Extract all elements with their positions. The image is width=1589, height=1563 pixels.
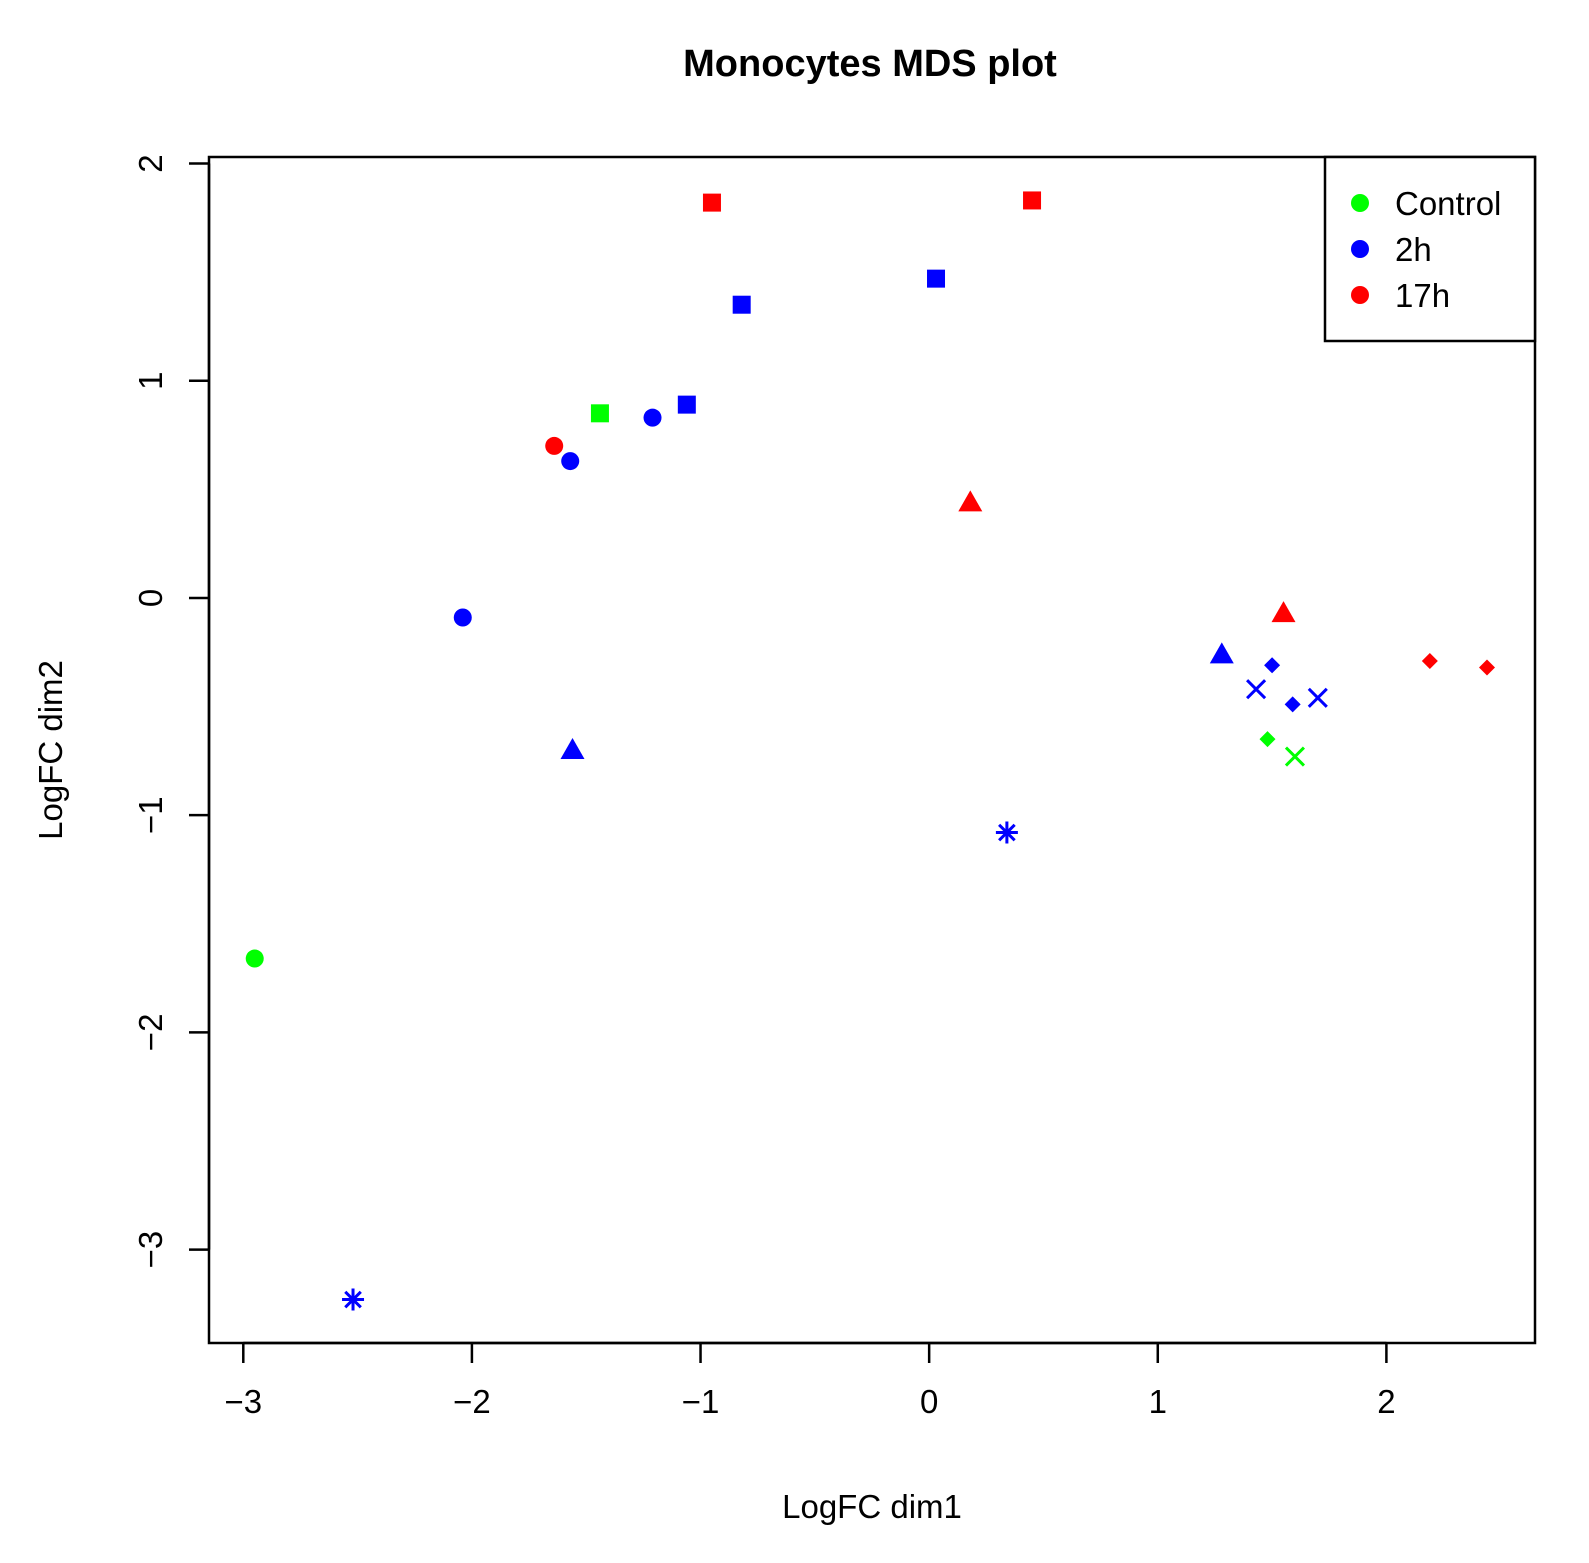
point-17h-square — [702, 193, 721, 212]
legend-marker-control — [1351, 194, 1369, 212]
x-tick-label: 0 — [920, 1383, 938, 1420]
point-17h-square — [1023, 191, 1042, 210]
point-17h-triangle — [1271, 601, 1296, 623]
point-17h-triangle — [958, 490, 983, 512]
legend-marker-17h — [1351, 286, 1369, 304]
chart-title: Monocytes MDS plot — [683, 43, 1057, 85]
x-tick-label: −1 — [682, 1383, 720, 1420]
legend: Control 2h 17h — [1323, 155, 1537, 343]
point-control-cross — [1284, 746, 1306, 767]
x-tick-label: −2 — [453, 1383, 491, 1420]
y-tick-label: −2 — [132, 1014, 169, 1052]
data-points — [245, 191, 1495, 1311]
y-axis-label: LogFC dim2 — [32, 660, 69, 840]
point-2h-triangle — [1209, 642, 1234, 664]
y-tick-label: −3 — [132, 1231, 169, 1269]
point-2h-square — [732, 295, 751, 314]
y-tick-label: 2 — [132, 154, 169, 172]
point-2h-diamond — [1264, 657, 1281, 674]
y-axis: −3 −2 −1 0 1 2 — [132, 154, 211, 1269]
legend-label-control: Control — [1395, 185, 1501, 222]
point-17h-diamond — [1421, 652, 1438, 669]
y-tick-label: 1 — [132, 372, 169, 390]
point-2h-asterisk — [342, 1288, 365, 1311]
point-2h-circle — [561, 452, 580, 471]
point-17h-diamond — [1478, 659, 1495, 676]
x-tick-label: −3 — [224, 1383, 262, 1420]
x-tick-label: 1 — [1149, 1383, 1167, 1420]
point-2h-asterisk — [995, 821, 1018, 844]
point-2h-circle — [643, 408, 662, 427]
point-2h-cross — [1246, 679, 1267, 700]
point-17h-circle — [545, 436, 564, 455]
x-axis: −3 −2 −1 0 1 2 — [224, 1341, 1396, 1420]
x-tick-label: 2 — [1377, 1383, 1395, 1420]
point-control-circle — [245, 949, 264, 968]
legend-label-17h: 17h — [1395, 277, 1450, 314]
point-2h-cross — [1307, 687, 1328, 708]
point-2h-diamond — [1284, 696, 1301, 713]
point-control-square — [590, 404, 609, 423]
legend-marker-2h — [1351, 240, 1369, 258]
point-2h-triangle — [560, 738, 585, 759]
point-control-diamond — [1259, 731, 1276, 748]
x-axis-label: LogFC dim1 — [782, 1488, 962, 1525]
point-2h-square — [927, 269, 946, 288]
legend-label-2h: 2h — [1395, 231, 1432, 268]
y-tick-label: −1 — [132, 796, 169, 834]
point-2h-square — [677, 395, 696, 414]
point-2h-circle — [453, 608, 472, 627]
y-tick-label: 0 — [132, 589, 169, 607]
